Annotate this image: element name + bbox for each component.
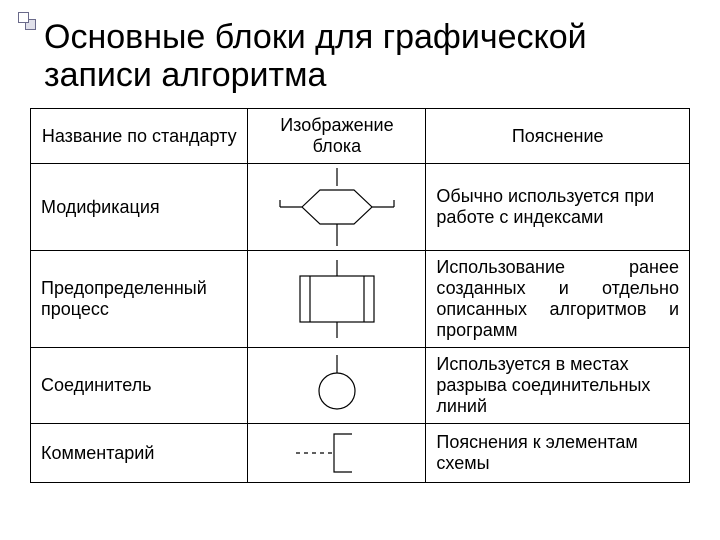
page-title: Основные блоки для графической записи ал… [44, 18, 690, 94]
header-image: Изображение блока [248, 109, 426, 164]
row-shape [248, 348, 426, 424]
table-row: Комментарий Пояснения к элементам схемы [31, 424, 690, 483]
header-desc: Пояснение [426, 109, 690, 164]
row-shape [248, 424, 426, 483]
table-row: Модификация Обычно используется при рабо… [31, 164, 690, 251]
table-header-row: Название по стандарту Изображение блока … [31, 109, 690, 164]
row-desc: Использование ранее созданных и отдельно… [426, 251, 690, 348]
table-row: Соединитель Используется в местах разрыв… [31, 348, 690, 424]
row-name: Предопределенный процесс [31, 251, 248, 348]
header-name: Название по стандарту [31, 109, 248, 164]
predefined-process-icon [272, 260, 402, 338]
row-name: Комментарий [31, 424, 248, 483]
hexagon-loop-icon [272, 168, 402, 246]
row-shape [248, 251, 426, 348]
row-shape [248, 164, 426, 251]
row-name: Модификация [31, 164, 248, 251]
row-name: Соединитель [31, 348, 248, 424]
table-row: Предопределенный процесс Использование р… [31, 251, 690, 348]
blocks-table: Название по стандарту Изображение блока … [30, 108, 690, 483]
row-desc: Используется в местах разрыва соединител… [426, 348, 690, 424]
connector-circle-icon [272, 355, 402, 417]
row-desc: Пояснения к элементам схемы [426, 424, 690, 483]
comment-bracket-icon [272, 428, 402, 478]
row-desc: Обычно используется при работе с индекса… [426, 164, 690, 251]
